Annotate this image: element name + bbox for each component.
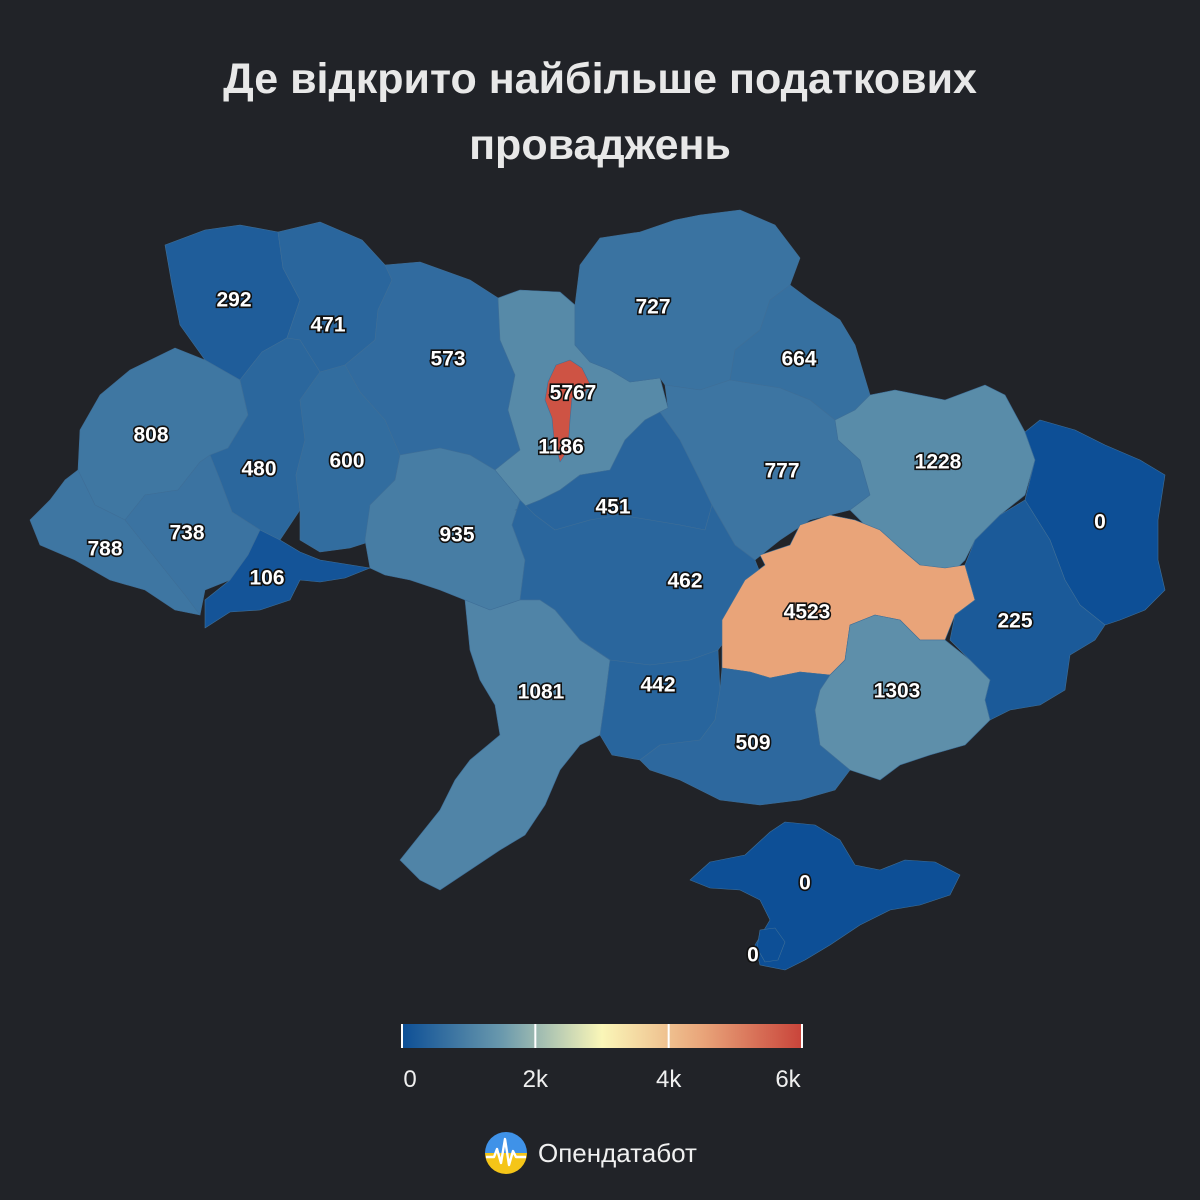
region-zaporizhzhia: [814, 614, 991, 781]
legend-ticks: [401, 1024, 803, 1048]
region-value-label-crimea: 0: [799, 872, 811, 895]
region-value-label-vinnytsia: 935: [439, 524, 474, 547]
region-value-label-zhytomyr: 573: [430, 348, 465, 371]
region-crimea: [689, 821, 961, 971]
title-line-2: проваджень: [469, 121, 731, 169]
region-value-label-volyn: 292: [216, 289, 251, 312]
region-value-label-kyiv-city: 5767: [550, 382, 597, 405]
region-value-label-lviv: 808: [133, 424, 168, 447]
region-value-label-luhansk: 0: [1094, 511, 1106, 534]
opendatabot-logo-icon: [485, 1132, 527, 1174]
region-value-label-mykolaiv: 442: [640, 674, 675, 697]
region-value-label-sevastopol: 0: [747, 944, 759, 967]
region-value-label-kirovohrad: 462: [667, 570, 702, 593]
region-value-label-chernihiv: 727: [635, 296, 670, 319]
region-value-label-poltava: 777: [764, 460, 799, 483]
region-value-label-donetsk: 225: [997, 610, 1032, 633]
region-kyiv-city: [544, 359, 591, 463]
region-value-label-zakarpattia: 788: [87, 538, 122, 561]
region-value-label-ivano-frankivsk: 738: [169, 522, 204, 545]
region-value-label-rivne: 471: [310, 314, 345, 337]
region-ivano-frankivsk: [124, 454, 261, 616]
labels-layer: 292 471 573 5767 1186 727 664 808 480 600 935 451 77…: [86, 287, 1108, 968]
brand-name: Опендатабот: [538, 1137, 697, 1168]
region-donetsk: [949, 499, 1106, 721]
region-value-label-dnipropetrovsk: 4523: [784, 601, 831, 624]
region-khmelnytskyi: [295, 364, 401, 553]
region-value-label-cherkasy: 451: [595, 496, 630, 519]
region-value-label-chernivtsi: 106: [249, 567, 284, 590]
region-value-label-kharkiv: 1228: [915, 451, 962, 474]
region-value-label-kherson: 509: [735, 732, 770, 755]
region-value-label-khmelnytskyi: 600: [329, 450, 364, 473]
region-value-label-kyiv-oblast: 1186: [538, 436, 584, 459]
map-title: Де відкрито найбільше податкових провадж…: [0, 46, 1200, 178]
region-value-label-ternopil: 480: [241, 458, 276, 481]
legend-tick-label: 4k: [655, 1066, 682, 1093]
regions-layer: [29, 209, 1166, 971]
region-odesa: [399, 599, 611, 891]
legend-gradient-bar: [402, 1024, 802, 1048]
title-line-1: Де відкрито найбільше податкових: [223, 55, 977, 103]
brand: Опендатабот: [484, 1130, 697, 1176]
color-legend: [401, 1024, 803, 1048]
region-value-label-odesa: 1081: [518, 681, 565, 704]
legend-tick-label: 2k: [522, 1066, 549, 1093]
legend-tick-label: 0: [403, 1066, 417, 1093]
region-value-label-zaporizhzhia: 1303: [874, 680, 921, 703]
region-sevastopol: [756, 927, 786, 963]
legend-tick-label: 6k: [775, 1066, 801, 1093]
region-value-label-sumy: 664: [781, 348, 816, 371]
region-chernivtsi: [204, 529, 371, 629]
